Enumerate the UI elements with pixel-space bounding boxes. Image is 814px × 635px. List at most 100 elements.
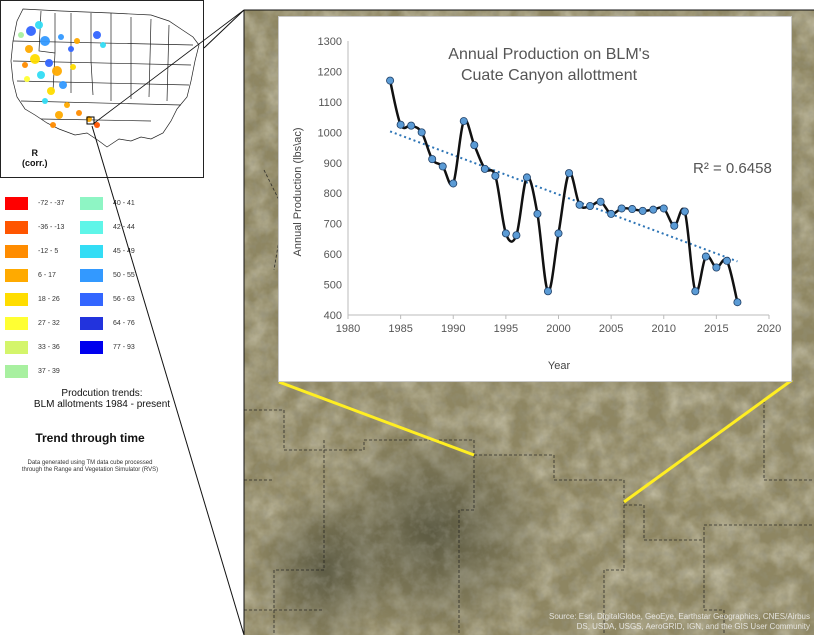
legend-label: 18 - 26 (38, 296, 60, 303)
legend-swatch (80, 269, 103, 282)
legend-swatch (5, 269, 28, 282)
legend-swatch (5, 245, 28, 258)
legend-label: 42 - 44 (113, 224, 135, 231)
data-point (712, 263, 721, 272)
trend-caption-line1: Prodcution trends: (61, 388, 143, 399)
data-point (512, 231, 521, 240)
x-tick-label: 1980 (336, 323, 360, 335)
legend-swatch (5, 221, 28, 234)
legend-label: 45 - 49 (113, 248, 135, 255)
data-point (607, 209, 616, 218)
data-point (438, 162, 447, 171)
data-point (491, 171, 500, 180)
data-point (480, 164, 489, 173)
data-point (701, 252, 710, 261)
data-point (691, 287, 700, 296)
x-tick-label: 2000 (546, 323, 570, 335)
legend-item: 56 - 63 (80, 293, 135, 306)
legend-swatch (5, 341, 28, 354)
r-squared-label: R² = 0.6458 (693, 160, 772, 177)
inset-connector-top (203, 9, 245, 49)
legend-label: 64 - 76 (113, 320, 135, 327)
chart-title-line2: Cuate Canyon allottment (461, 67, 638, 84)
y-tick-label: 1000 (318, 127, 342, 139)
legend-label: 33 - 36 (38, 344, 60, 351)
legend-label: 56 - 63 (113, 296, 135, 303)
legend-item: 6 - 17 (5, 269, 56, 282)
data-point (396, 120, 405, 129)
y-tick-label: 900 (324, 158, 342, 170)
data-point (554, 229, 563, 238)
series-layer (386, 76, 742, 307)
data-point (501, 229, 510, 238)
y-tick-label: 800 (324, 188, 342, 200)
legend-label: 77 - 93 (113, 344, 135, 351)
legend-item: -12 - 5 (5, 245, 58, 258)
legend-swatch (5, 293, 28, 306)
legend-swatch (80, 221, 103, 234)
y-tick-label: 400 (324, 310, 342, 322)
y-tick-label: 1200 (318, 66, 342, 78)
legend-item: 33 - 36 (5, 341, 60, 354)
trend-title: Trend through time (35, 431, 145, 445)
x-tick-label: 2005 (599, 323, 623, 335)
data-point (596, 197, 605, 206)
data-point (428, 155, 437, 164)
data-point (565, 169, 574, 178)
field-name: R (31, 148, 39, 158)
legend-item: 18 - 26 (5, 293, 60, 306)
map-legend: -72 - -37 -36 - -13 -12 - 5 6 - 17 18 - … (0, 195, 204, 385)
data-point (407, 121, 416, 130)
legend-swatch (80, 317, 103, 330)
legend-swatch (5, 317, 28, 330)
attribution-line1: Source: Esri, DigitalGlobe, GeoEye, Eart… (549, 612, 810, 621)
field-subname: (corr.) (22, 158, 48, 168)
data-point (638, 206, 647, 215)
legend-swatch (5, 197, 28, 210)
imagery-attribution: Source: Esri, DigitalGlobe, GeoEye, Eart… (520, 612, 810, 632)
production-chart: 400 500 600 700 800 900 1000 1100 1200 1300 1980 19… (278, 16, 792, 382)
data-point (680, 207, 689, 216)
data-point (649, 205, 658, 214)
x-tick-label: 1985 (388, 323, 412, 335)
x-tick-label: 2020 (757, 323, 781, 335)
data-point (670, 221, 679, 230)
legend-item: 42 - 44 (80, 221, 135, 234)
legend-item: 40 - 41 (80, 197, 135, 210)
chart-axes: 400 500 600 700 800 900 1000 1100 1200 1300 1980 19… (318, 36, 782, 335)
data-point (586, 202, 595, 211)
data-point (617, 204, 626, 213)
legend-item: 77 - 93 (80, 341, 135, 354)
legend-swatch (80, 293, 103, 306)
data-point (575, 200, 584, 209)
legend-label: -36 - -13 (38, 224, 65, 231)
legend-label: 27 - 32 (38, 320, 60, 327)
data-note-line2: through the Range and Vegetation Simulat… (21, 467, 159, 473)
data-point (459, 117, 468, 126)
legend-swatch (80, 341, 103, 354)
legend-label: 37 - 39 (38, 368, 60, 375)
data-note-line1: Data generated using TM data cube proces… (27, 460, 153, 466)
x-tick-label: 1995 (494, 323, 518, 335)
data-point (659, 204, 668, 213)
y-tick-label: 700 (324, 219, 342, 231)
data-point (628, 205, 637, 214)
x-tick-label: 2015 (704, 323, 728, 335)
legend-label: 40 - 41 (113, 200, 135, 207)
trend-caption-line2: BLM allotments 1984 - present (33, 399, 171, 410)
legend-swatch (80, 245, 103, 258)
legend-field-label: R (corr.) (22, 148, 48, 168)
legend-label: -72 - -37 (38, 200, 65, 207)
x-tick-label: 1990 (441, 323, 465, 335)
chart-svg: 400 500 600 700 800 900 1000 1100 1200 1300 1980 19… (292, 36, 782, 372)
x-tick-label: 2010 (652, 323, 676, 335)
chart-title-line1: Annual Production on BLM's (448, 46, 649, 63)
data-point (449, 179, 458, 188)
data-point (722, 256, 731, 265)
legend-item: 27 - 32 (5, 317, 60, 330)
data-source-note: Data generated using TM data cube proces… (4, 460, 176, 474)
x-axis-label: Year (548, 360, 571, 372)
legend-item: 64 - 76 (80, 317, 135, 330)
legend-swatch (80, 197, 103, 210)
